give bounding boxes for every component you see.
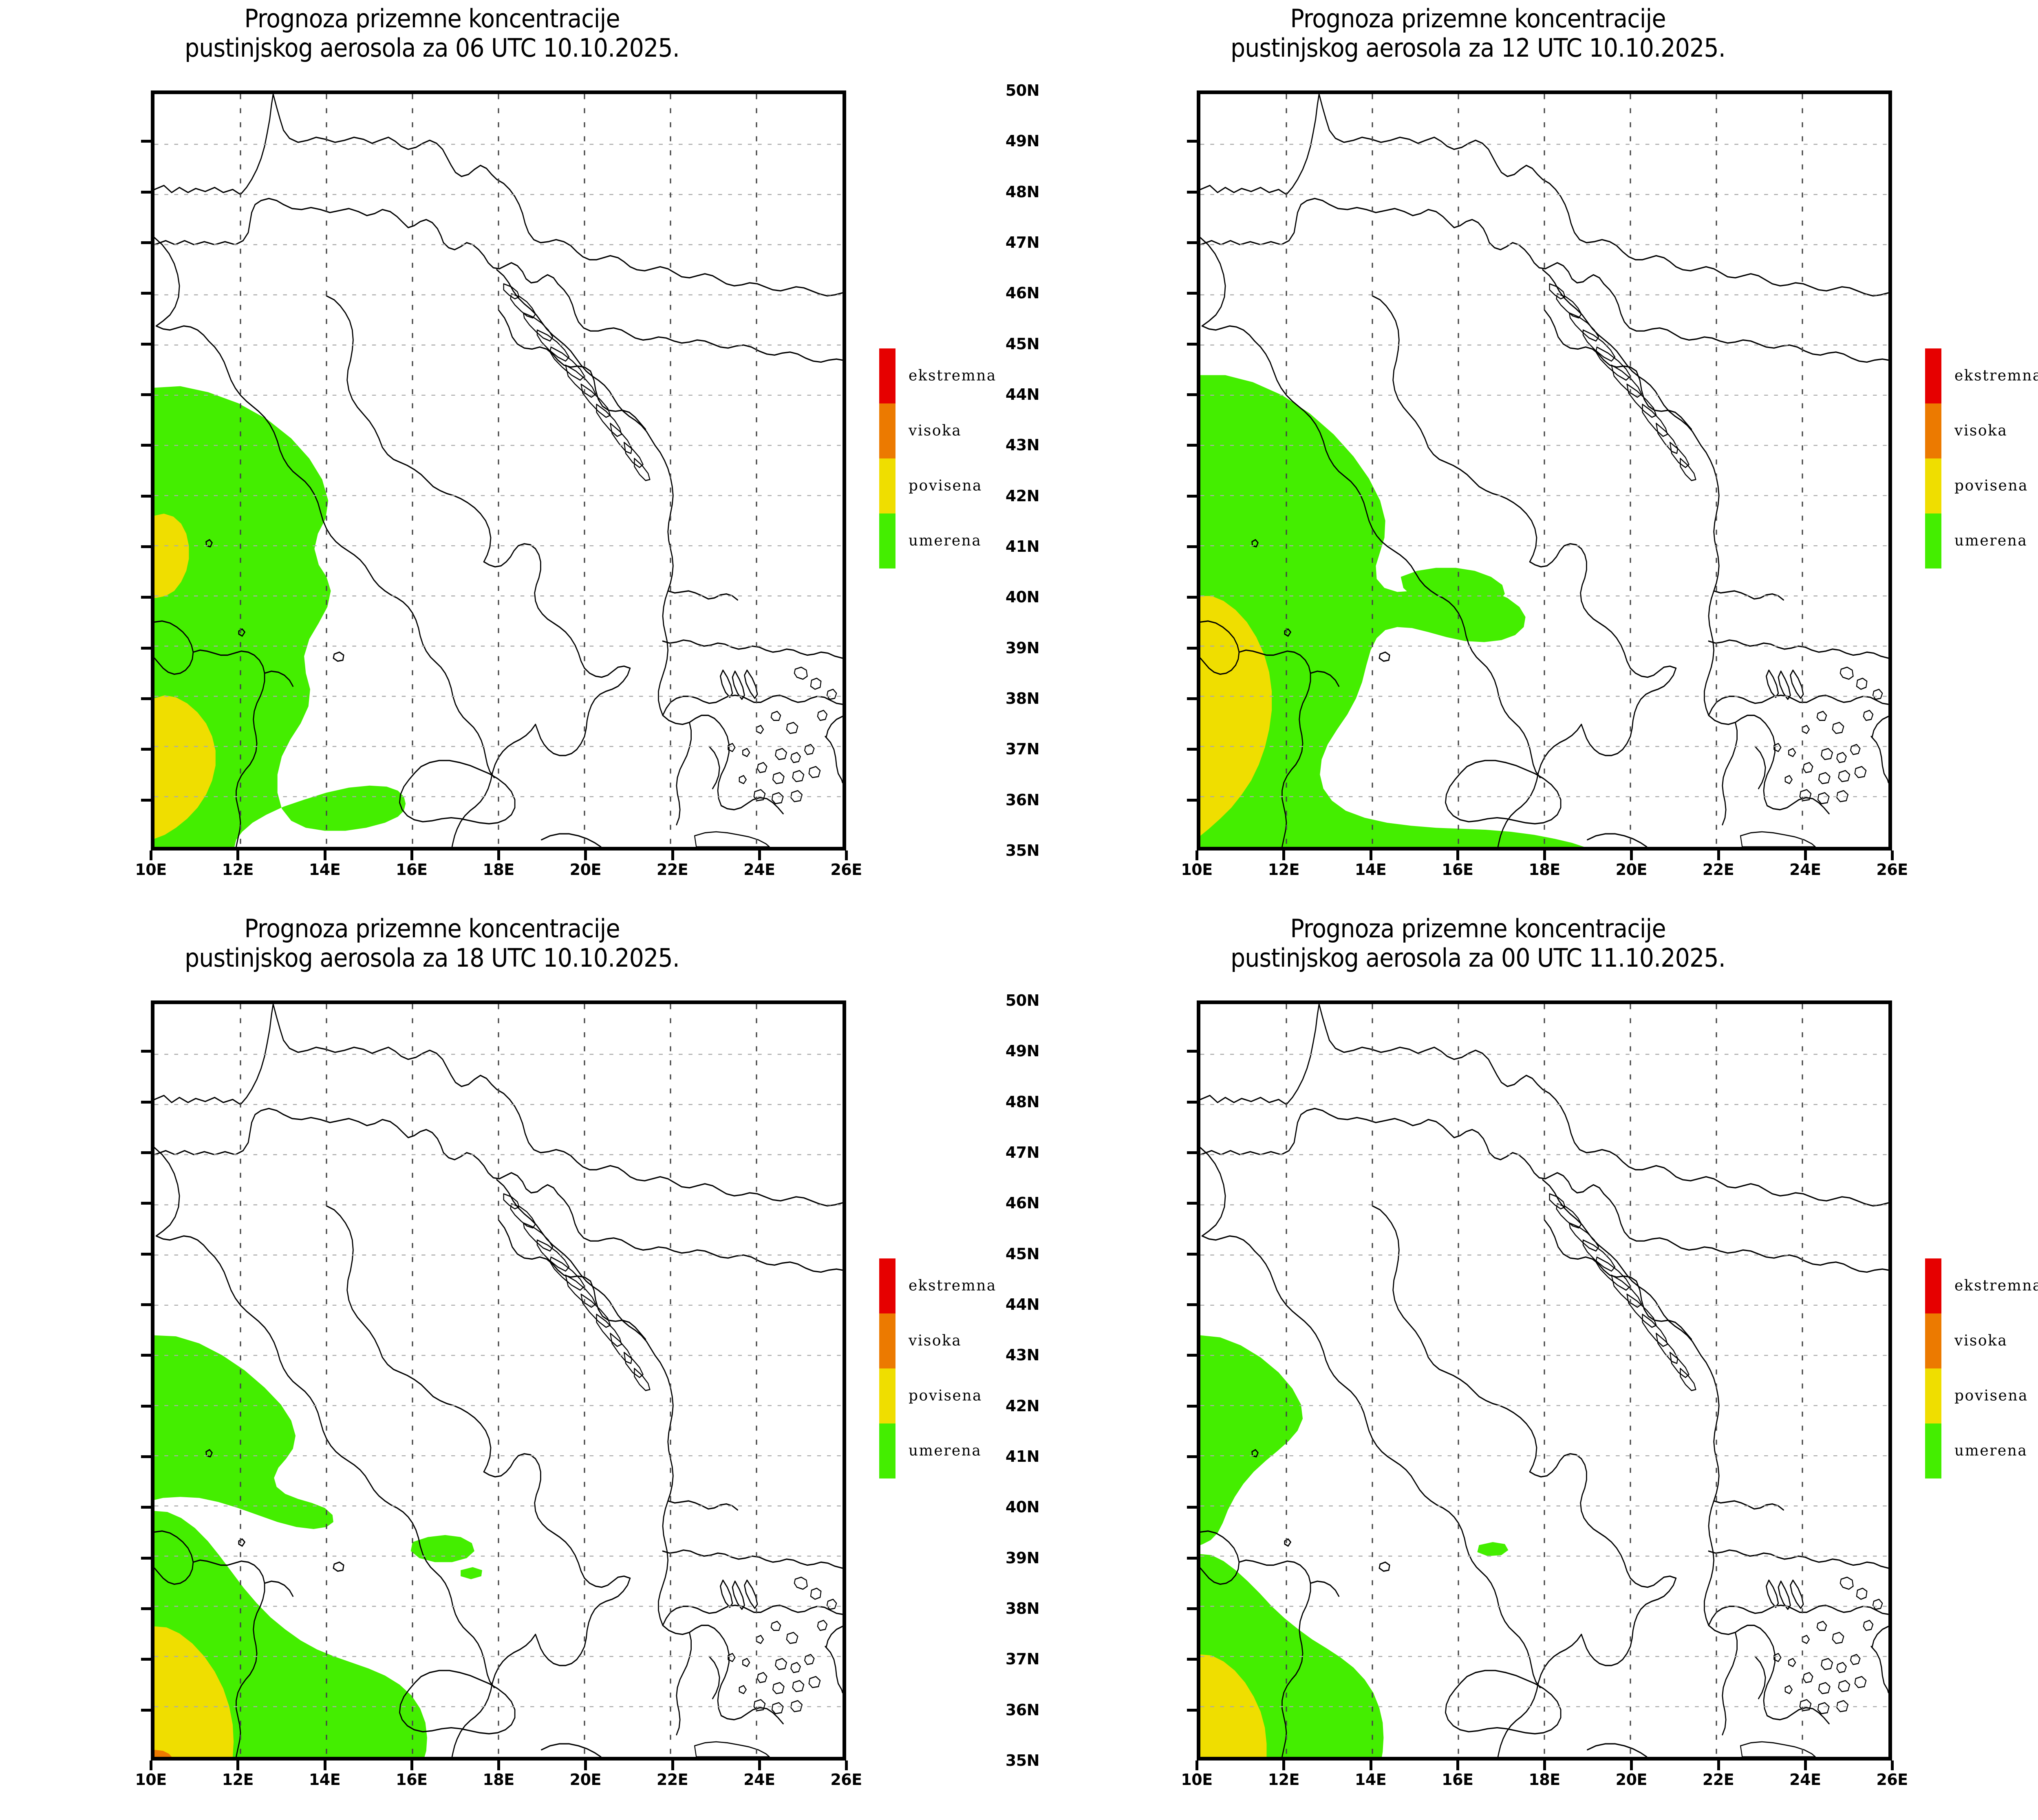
map-area: 50N 49N 48N 47N 46N 45N 44N 43N 42N 41N … xyxy=(135,1000,862,1789)
legend-swatch-visoka xyxy=(879,403,895,458)
legend-swatch-ekstremna xyxy=(879,1258,895,1313)
map-frame xyxy=(1197,1000,1892,1761)
aerosol-region-povisena xyxy=(1200,1654,1267,1757)
map-svg xyxy=(154,1004,843,1757)
title-line-2: pustinjskog aerosola za 00 UTC 11.10.202… xyxy=(1231,943,1726,973)
aerosol-region-umerena xyxy=(154,386,406,847)
legend-label-povisena: povisena xyxy=(1954,477,2028,494)
aerosol-field xyxy=(154,386,406,847)
legend-label-umerena: umerena xyxy=(1954,532,2028,549)
legend-swatch-umerena xyxy=(879,513,895,568)
map-area: 50N 49N 48N 47N 46N 45N 44N 43N 42N 41N … xyxy=(1005,82,1908,879)
map-plot xyxy=(154,94,843,847)
legend-swatch-umerena xyxy=(879,1423,895,1478)
title-line-2: pustinjskog aerosola za 12 UTC 10.10.202… xyxy=(1231,33,1726,63)
legend-swatch-umerena xyxy=(1925,1423,1941,1478)
aerosol-region-povisena xyxy=(1200,596,1272,836)
map-frame xyxy=(151,90,846,851)
map-area: 50N 49N 48N 47N 46N 45N 44N 43N 42N 41N … xyxy=(1005,992,1908,1789)
legend-swatch-povisena xyxy=(1925,1368,1941,1423)
aerosol-field xyxy=(1200,375,1584,847)
legend-colorbar xyxy=(1925,1258,1941,1478)
title-line-2: pustinjskog aerosola za 18 UTC 10.10.202… xyxy=(185,943,680,973)
legend-label-visoka: visoka xyxy=(909,1332,962,1349)
aerosol-region-povisena-south xyxy=(154,695,216,839)
legend-swatch-visoka xyxy=(1925,403,1941,458)
legend-label-ekstremna: ekstremna xyxy=(909,367,997,384)
aerosol-region-visoka xyxy=(154,1749,172,1757)
legend-colorbar xyxy=(879,1258,895,1478)
title-line-2: pustinjskog aerosola za 06 UTC 10.10.202… xyxy=(185,33,680,63)
legend-label-ekstremna: ekstremna xyxy=(1954,367,2038,384)
legend-swatch-ekstremna xyxy=(1925,1258,1941,1313)
legend-label-povisena: povisena xyxy=(909,1387,982,1404)
aerosol-region-umerena-sicily2 xyxy=(461,1567,482,1580)
panel-title: Prognoza prizemne koncentracije pustinjs… xyxy=(35,4,829,63)
legend-colorbar xyxy=(879,348,895,568)
title-line-1: Prognoza prizemne koncentracije xyxy=(1290,914,1666,943)
aerosol-region-povisena-north xyxy=(154,513,189,598)
aerosol-region-umerena xyxy=(1200,375,1584,847)
map-frame xyxy=(1197,90,1892,851)
map-svg xyxy=(1200,94,1888,847)
aerosol-region-umerena-sicily xyxy=(1401,568,1505,609)
legend-swatch-visoka xyxy=(879,1313,895,1368)
map-plot xyxy=(1200,94,1888,847)
legend-colorbar xyxy=(1925,348,1941,568)
legend-label-umerena: umerena xyxy=(909,532,982,549)
forecast-panel-00utc: Prognoza prizemne koncentracije pustinjs… xyxy=(1005,910,2038,1820)
legend-label-povisena: povisena xyxy=(909,477,982,494)
title-line-1: Prognoza prizemne koncentracije xyxy=(1290,4,1666,33)
legend-label-ekstremna: ekstremna xyxy=(909,1277,997,1294)
aerosol-region-umerena-north xyxy=(1200,1335,1303,1545)
map-svg xyxy=(154,94,843,847)
legend-swatch-ekstremna xyxy=(879,348,895,403)
aerosol-region-umerena-sicily xyxy=(410,1535,474,1562)
legend-swatch-povisena xyxy=(1925,458,1941,513)
map-area: 50N 49N 48N 47N 46N 45N 44N 43N 42N 41N … xyxy=(135,90,862,879)
forecast-panel-06utc: Prognoza prizemne koncentracije pustinjs… xyxy=(0,0,1046,910)
aerosol-region-umerena-north xyxy=(154,1335,333,1529)
aerosol-region-povisena xyxy=(154,1626,234,1757)
legend-label-umerena: umerena xyxy=(909,1442,982,1459)
legend-label-povisena: povisena xyxy=(1954,1387,2028,1404)
legend-swatch-povisena xyxy=(879,458,895,513)
title-line-1: Prognoza prizemne koncentracije xyxy=(244,914,620,943)
map-frame xyxy=(151,1000,846,1761)
panel-title: Prognoza prizemne koncentracije pustinjs… xyxy=(35,914,829,973)
panel-title: Prognoza prizemne koncentracije pustinjs… xyxy=(1081,4,1875,63)
legend-swatch-visoka xyxy=(1925,1313,1941,1368)
forecast-panel-18utc: Prognoza prizemne koncentracije pustinjs… xyxy=(0,910,1046,1820)
legend-label-visoka: visoka xyxy=(1954,422,2008,439)
panel-title: Prognoza prizemne koncentracije pustinjs… xyxy=(1081,914,1875,973)
legend-swatch-povisena xyxy=(879,1368,895,1423)
legend-label-ekstremna: ekstremna xyxy=(1954,1277,2038,1294)
map-svg xyxy=(1200,1004,1888,1757)
aerosol-field xyxy=(1200,1335,1509,1757)
map-plot xyxy=(154,1004,843,1757)
aerosol-field xyxy=(154,1335,482,1757)
title-line-1: Prognoza prizemne koncentracije xyxy=(244,4,620,33)
legend-label-visoka: visoka xyxy=(909,422,962,439)
legend-swatch-umerena xyxy=(1925,513,1941,568)
legend-label-umerena: umerena xyxy=(1954,1442,2028,1459)
legend-label-visoka: visoka xyxy=(1954,1332,2008,1349)
aerosol-region-umerena-sicily xyxy=(1477,1542,1509,1556)
legend-swatch-ekstremna xyxy=(1925,348,1941,403)
forecast-panel-12utc: Prognoza prizemne koncentracije pustinjs… xyxy=(1005,0,2038,910)
map-plot xyxy=(1200,1004,1888,1757)
